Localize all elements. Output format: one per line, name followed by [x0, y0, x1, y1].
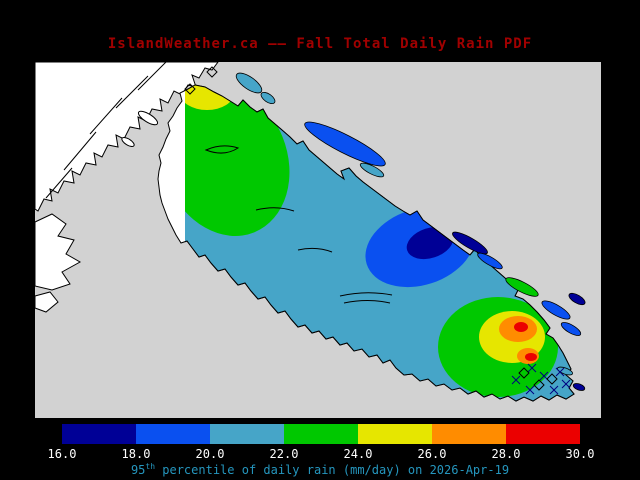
- gulf-island-green: [505, 277, 539, 297]
- colorbar-segment-18-20: [136, 424, 210, 444]
- colorbar-segment-16-18: [62, 424, 136, 444]
- caption-text: percentile of daily rain (mm/day) on 202…: [155, 463, 510, 477]
- southeast-red-spot-1: [514, 322, 528, 332]
- strait-island-blue-long: [304, 121, 386, 167]
- fjord-lines: [45, 61, 167, 199]
- station-diamond-markers: [184, 66, 558, 391]
- colorbar-tick: 18.0: [121, 447, 151, 461]
- gulf-island-blue-2: [541, 300, 571, 320]
- gulf-island-blue-1: [477, 252, 503, 270]
- colorbar-tick: 22.0: [269, 447, 299, 461]
- colorbar: [62, 424, 580, 444]
- caption-ordinal: th: [145, 462, 156, 471]
- colorbar-tick: 20.0: [195, 447, 225, 461]
- colorbar-tick: 26.0: [417, 447, 447, 461]
- colorbar-tick: 24.0: [343, 447, 373, 461]
- tip-islet-teal: [557, 366, 573, 376]
- colorbar-ticks: 16.0 18.0 20.0 22.0 24.0 26.0 28.0 30.0: [0, 447, 640, 461]
- north-island-green-region: [185, 85, 290, 236]
- colorbar-segment-28-30: [506, 424, 580, 444]
- colorbar-tick: 28.0: [491, 447, 521, 461]
- colorbar-segment-22-24: [284, 424, 358, 444]
- colorbar-tick: 30.0: [565, 447, 595, 461]
- hatch-marks: [511, 363, 571, 395]
- strait-island-teal-1: [235, 72, 263, 94]
- strait-islands: [235, 72, 586, 391]
- colorbar-caption: 95th percentile of daily rain (mm/day) o…: [0, 462, 640, 477]
- left-coast-islet: [34, 291, 59, 313]
- strait-island-teal-3: [359, 162, 385, 178]
- nodata-islet-2: [121, 137, 135, 147]
- diamond-marker-southeast-2: [533, 379, 545, 391]
- diamond-marker-north-1: [184, 83, 196, 95]
- gulf-island-navy-1: [452, 231, 488, 255]
- north-island-yellow-region: [185, 85, 234, 110]
- colorbar-segment-26-28: [432, 424, 506, 444]
- east-coast-navy-core: [406, 226, 454, 260]
- page-title: IslandWeather.ca –– Fall Total Daily Rai…: [107, 36, 533, 52]
- lake-lines: [204, 145, 393, 304]
- gulf-island-blue-3: [560, 322, 582, 336]
- colorbar-segment-20-22: [210, 424, 284, 444]
- diamond-marker-southeast-3: [546, 373, 558, 385]
- colorbar-segment-24-26: [358, 424, 432, 444]
- caption-number: 95: [130, 463, 146, 477]
- left-coast-land: [34, 213, 82, 291]
- nodata-islet-1: [137, 110, 159, 126]
- tip-islet-navy: [572, 383, 586, 391]
- diamond-marker-north-2: [206, 66, 218, 78]
- colorbar-tick: 16.0: [47, 447, 77, 461]
- strait-island-teal-2: [260, 91, 276, 105]
- gulf-island-navy-2: [568, 292, 586, 306]
- diamond-marker-southeast-1: [518, 367, 530, 379]
- southeast-red-spot-2: [525, 353, 537, 361]
